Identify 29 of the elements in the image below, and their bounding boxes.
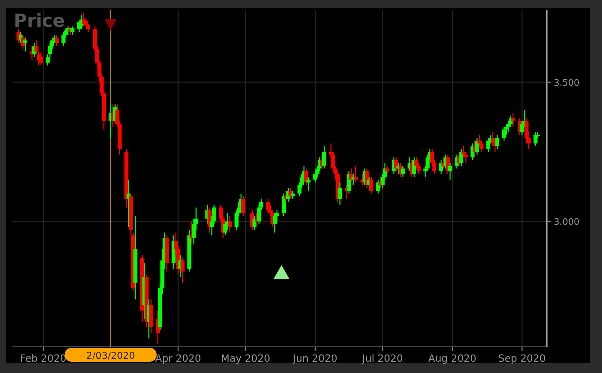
candlestick: [149, 299, 154, 334]
candlestick: [180, 257, 185, 284]
x-tick-label: Feb 2020: [20, 354, 67, 365]
candlestick: [401, 165, 406, 178]
chart-title: Price: [14, 11, 66, 32]
x-tick-label: Aug 2020: [428, 354, 477, 365]
candlestick: [486, 138, 491, 153]
candlestick: [39, 51, 44, 66]
candlestick: [354, 165, 358, 184]
candlestick: [242, 196, 246, 217]
candlestick: [338, 182, 342, 206]
candlestick: [62, 32, 66, 47]
candlestick: [322, 146, 326, 170]
candlestick: [282, 193, 286, 217]
x-tick-label: Jul 2020: [362, 354, 404, 365]
ref-line-label: 2/03/2020: [86, 351, 136, 362]
candlestick: [273, 212, 278, 234]
candlestick: [228, 216, 232, 234]
candlestick: [511, 112, 516, 128]
y-tick-label: 3.000: [554, 218, 580, 228]
x-tick-label: Jun 2020: [292, 354, 338, 365]
candlestick: [448, 162, 452, 180]
candlestick: [23, 37, 28, 52]
y-tick-label: 3.500: [554, 78, 580, 89]
candlestick: [496, 134, 500, 150]
x-tick-label: Sep 2020: [498, 354, 546, 365]
candlestick: [266, 198, 270, 214]
x-tick-label: Apr 2020: [155, 354, 202, 365]
x-tick-label: May 2020: [221, 354, 270, 365]
